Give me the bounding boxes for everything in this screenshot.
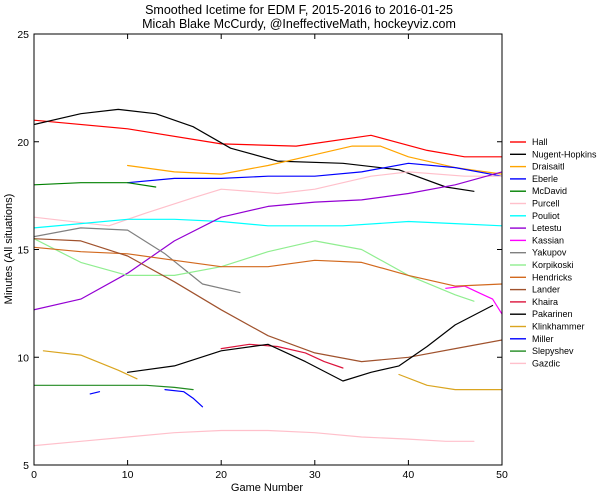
legend-label: Korpikoski <box>532 260 574 270</box>
legend-label: McDavid <box>532 186 567 196</box>
chart-subtitle: Micah Blake McCurdy, @IneffectiveMath, h… <box>142 17 456 31</box>
series-line-pouliot <box>34 218 502 229</box>
legend-label: Eberle <box>532 174 558 184</box>
y-tick-label: 5 <box>23 460 29 472</box>
series-line-kassian <box>445 285 502 315</box>
series-line-purcell <box>34 171 502 227</box>
plot-frame <box>33 33 503 466</box>
legend-label: Gazdic <box>532 358 561 368</box>
series-line-pakarinen <box>127 304 494 382</box>
series-line-slepyshev <box>34 384 194 391</box>
series-line-klinkhammer <box>42 350 138 380</box>
y-tick-label: 15 <box>17 245 29 257</box>
series-line-letestu <box>34 171 502 311</box>
legend-label: Nugent-Hopkins <box>532 149 597 159</box>
x-axis-label: Game Number <box>231 482 303 494</box>
legend-label: Purcell <box>532 199 560 209</box>
series-line-nugent-hopkins <box>34 108 475 192</box>
series-line-khaira <box>220 343 344 369</box>
x-tick-label: 0 <box>31 469 37 481</box>
x-tick-label: 10 <box>122 469 134 481</box>
legend-label: Pouliot <box>532 211 560 221</box>
y-tick-label: 20 <box>17 137 29 149</box>
chart-title: Smoothed Icetime for EDM F, 2015-2016 to… <box>145 3 453 17</box>
legend-label: Hendricks <box>532 272 573 282</box>
x-tick-label: 50 <box>496 469 508 481</box>
series-line-yakupov <box>34 227 241 294</box>
legend-label: Hall <box>532 137 548 147</box>
legend-label: Letestu <box>532 223 562 233</box>
legend-label: Draisaitl <box>532 162 565 172</box>
x-tick-label: 40 <box>403 469 415 481</box>
series-lines <box>34 108 502 447</box>
series-line-gazdic <box>34 429 475 447</box>
series-line-klinkhammer <box>398 373 502 391</box>
series-line-hall <box>34 119 502 158</box>
legend-label: Kassian <box>532 235 564 245</box>
legend: Hall Nugent-Hopkins Draisaitl Eberle McDavid… <box>510 137 597 368</box>
legend-label: Lander <box>532 285 560 295</box>
x-tick-label: 20 <box>215 469 227 481</box>
series-line-draisaitl <box>127 145 502 175</box>
series-line-lander <box>34 238 502 363</box>
y-tick-label: 10 <box>17 352 29 364</box>
legend-label: Yakupov <box>532 248 567 258</box>
series-line-miller <box>164 389 204 408</box>
legend-label: Klinkhammer <box>532 322 585 332</box>
legend-label: Pakarinen <box>532 309 573 319</box>
series-line-hendricks <box>34 246 502 287</box>
legend-label: Slepyshev <box>532 346 574 356</box>
x-tick-label: 30 <box>309 469 321 481</box>
series-line-miller <box>89 391 101 395</box>
legend-label: Miller <box>532 334 554 344</box>
series-line-korpikoski <box>34 238 475 302</box>
plot-area: 0 10 20 30 40 50 5 10 15 20 25 <box>17 29 508 481</box>
series-line-mcdavid <box>34 182 157 188</box>
series-line-eberle <box>127 162 502 184</box>
y-tick-label: 25 <box>17 29 29 41</box>
y-axis-label: Minutes (All situations) <box>3 194 15 305</box>
legend-label: Khaira <box>532 297 558 307</box>
